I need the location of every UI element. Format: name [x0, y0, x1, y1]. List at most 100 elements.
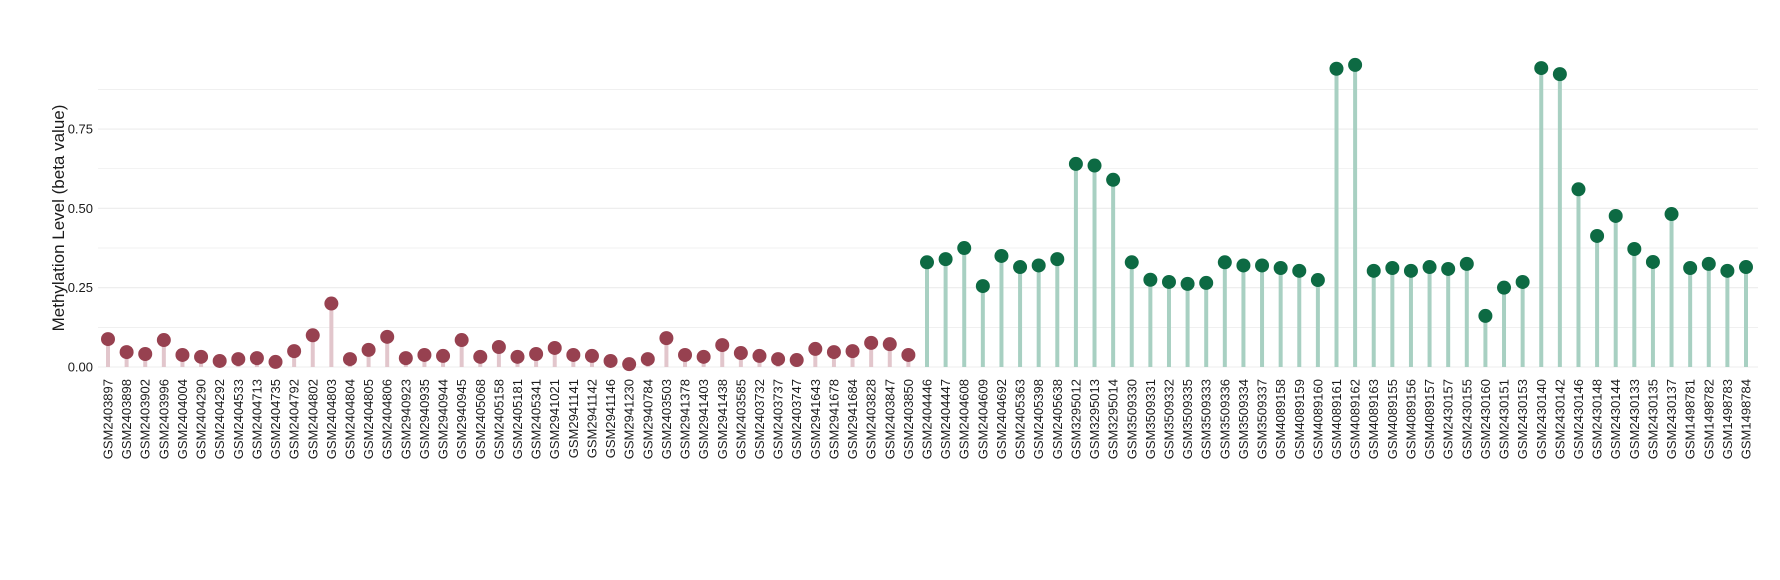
lollipop-point: [268, 354, 283, 369]
x-tick-label: GSM2941141: [566, 379, 581, 458]
x-tick-label: GSM2403898: [119, 379, 134, 459]
lollipop-point: [1255, 258, 1270, 273]
y-tick-label: 0.25: [68, 280, 93, 295]
lollipop-point: [715, 338, 730, 353]
lollipop-point: [1590, 228, 1605, 243]
x-tick-label: GSM4089163: [1366, 379, 1381, 459]
lollipop-point: [1441, 261, 1456, 276]
lollipop-point: [342, 352, 357, 367]
lollipop-point: [1385, 261, 1400, 276]
x-tick-label: GSM2404805: [361, 379, 376, 459]
x-tick-label: GSM2403828: [864, 379, 879, 459]
lollipop-point: [547, 340, 562, 355]
x-tick-label: GSM2941438: [715, 379, 730, 459]
x-tick-label: GSM2941142: [584, 379, 599, 458]
x-tick-label: GSM2430151: [1497, 379, 1512, 459]
lollipop-point: [398, 351, 413, 366]
x-tick-label: GSM1498784: [1739, 379, 1754, 459]
lollipop-point: [994, 248, 1009, 263]
x-tick-label: GSM2430137: [1664, 379, 1679, 459]
x-tick-label: GSM2940935: [417, 379, 432, 459]
lollipop-point: [324, 296, 339, 311]
x-tick-label: GSM2940923: [398, 379, 413, 459]
lollipop-point: [845, 344, 860, 359]
lollipop-point: [231, 352, 246, 367]
x-tick-label: GSM3295012: [1068, 379, 1083, 459]
lollipop-point: [659, 331, 674, 346]
x-tick-label: GSM2430148: [1590, 379, 1605, 459]
lollipop-point: [1534, 61, 1549, 76]
lollipop-point: [1180, 276, 1195, 291]
lollipop-point: [584, 348, 599, 363]
x-tick-label: GSM2403737: [771, 379, 786, 459]
y-tick-label: 0.75: [68, 122, 93, 137]
lollipop-point: [1050, 252, 1065, 267]
x-tick-label: GSM2940944: [436, 379, 451, 459]
lollipop-point: [975, 279, 990, 294]
lollipop-point: [864, 335, 879, 350]
lollipop-point: [901, 347, 916, 362]
lollipop-point: [1627, 241, 1642, 256]
lollipop-point: [678, 347, 693, 362]
y-axis-title: Methylation Level (beta value): [49, 105, 68, 332]
lollipop-point: [138, 346, 153, 361]
x-tick-label: GSM2941403: [696, 379, 711, 459]
x-tick-label: GSM2941146: [603, 379, 618, 458]
x-tick-label: GSM4089159: [1292, 379, 1307, 459]
x-tick-label: GSM4089155: [1385, 379, 1400, 459]
x-tick-label: GSM3509335: [1180, 379, 1195, 459]
lollipop-point: [1645, 254, 1660, 269]
lollipop-point: [1515, 274, 1530, 289]
x-tick-label: GSM2430146: [1571, 379, 1586, 459]
x-tick-label: GSM2405068: [473, 379, 488, 459]
lollipop-point: [1720, 263, 1735, 278]
x-tick-label: GSM1498783: [1720, 379, 1735, 459]
x-tick-label: GSM3295014: [1106, 379, 1121, 459]
x-tick-label: GSM2405341: [529, 379, 544, 459]
x-tick-label: GSM2941230: [622, 379, 637, 459]
x-tick-label: GSM2403585: [733, 379, 748, 459]
lollipop-point: [1068, 156, 1083, 171]
x-tick-label: GSM2403847: [882, 379, 897, 459]
x-tick-label: GSM2430160: [1478, 379, 1493, 459]
lollipop-point: [287, 344, 302, 359]
x-tick-label: GSM4089161: [1329, 379, 1344, 459]
x-tick-label: GSM3509336: [1217, 379, 1232, 459]
lollipop-point: [1310, 273, 1325, 288]
y-tick-label: 0.50: [68, 201, 93, 216]
x-tick-label: GSM2941021: [547, 379, 562, 459]
lollipop-point: [1608, 208, 1623, 223]
x-tick-label: GSM2404609: [975, 379, 990, 459]
x-tick-label: GSM4089157: [1422, 379, 1437, 459]
x-tick-label: GSM3509330: [1124, 379, 1139, 459]
x-tick-label: GSM1498781: [1683, 379, 1698, 459]
lollipop-point: [808, 341, 823, 356]
lollipop-point: [1552, 67, 1567, 82]
x-tick-label: GSM2405638: [1050, 379, 1065, 459]
x-tick-label: GSM4089156: [1403, 379, 1418, 459]
x-tick-label: GSM4089158: [1273, 379, 1288, 459]
x-tick-label: GSM2430133: [1627, 379, 1642, 459]
lollipop-point: [175, 347, 190, 362]
lollipop-point: [491, 340, 506, 355]
x-tick-label: GSM2404713: [249, 379, 264, 459]
lollipop-point: [119, 345, 134, 360]
lollipop-point: [454, 333, 469, 348]
lollipop-point: [566, 347, 581, 362]
x-tick-label: GSM3509334: [1236, 379, 1251, 459]
x-tick-label: GSM2403747: [789, 379, 804, 459]
x-tick-label: GSM2404292: [212, 379, 227, 459]
lollipop-point: [249, 351, 264, 366]
x-tick-label: GSM2430140: [1534, 379, 1549, 459]
lollipop-point: [1273, 261, 1288, 276]
lollipop-point: [1087, 158, 1102, 173]
x-tick-label: GSM2941678: [826, 379, 841, 459]
x-tick-label: GSM2430135: [1645, 379, 1660, 459]
x-tick-label: GSM2404802: [305, 379, 320, 459]
lollipop-point: [1031, 258, 1046, 273]
lollipop-point: [1478, 308, 1493, 323]
y-axis: 0.00 0.25 0.50 0.75: [68, 122, 93, 375]
lollipop-point: [473, 349, 488, 364]
lollipop-point: [1459, 256, 1474, 271]
